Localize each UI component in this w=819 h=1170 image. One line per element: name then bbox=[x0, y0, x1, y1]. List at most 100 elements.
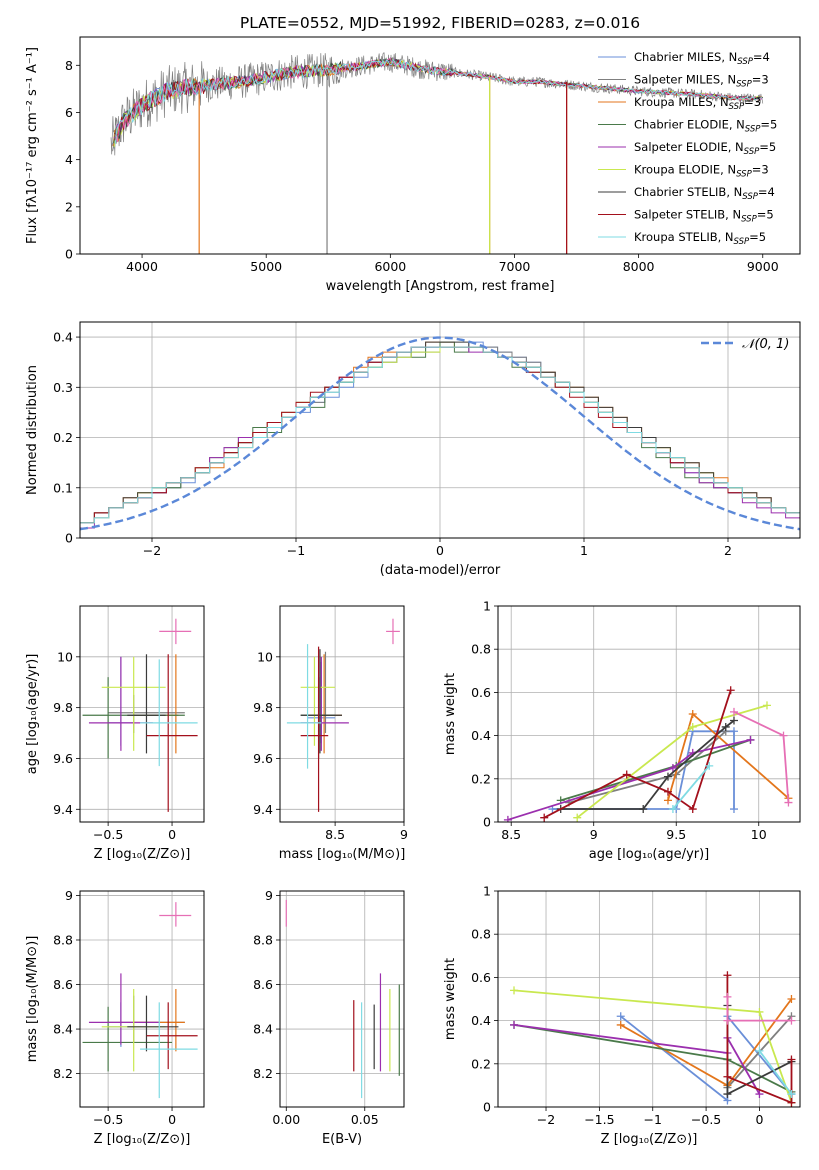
plot-area-weight_vs_age bbox=[503, 686, 793, 822]
legend-entry: Salpeter ELODIE, NSSP=5 bbox=[634, 140, 776, 157]
legend-entry-text: Chabrier ELODIE, N bbox=[634, 118, 745, 132]
panel-spectrum: 4000 5000 6000 7000 8000 9000 0 2 4 6 8 wavelength … bbox=[25, 36, 801, 294]
legend-entry-text: Chabrier STELIB, N bbox=[634, 185, 742, 199]
legend-entry-suffix: =5 bbox=[749, 230, 766, 244]
x-axis-label: mass [log₁₀(M/M⊙)] bbox=[279, 847, 406, 862]
weight-marker bbox=[726, 686, 735, 695]
legend-entry-text: Chabrier MILES, N bbox=[634, 50, 737, 64]
legend-entry-text: Salpeter STELIB, N bbox=[634, 208, 741, 222]
plot-area-mass_vs_Z bbox=[82, 902, 198, 1099]
plot-area-spectrum bbox=[110, 52, 764, 254]
y-tick-label: 0.6 bbox=[471, 970, 491, 985]
x-tick-label: 4000 bbox=[126, 259, 158, 274]
legend-entry-suffix: =5 bbox=[757, 208, 774, 222]
weight-marker bbox=[787, 1090, 796, 1099]
weight-marker bbox=[729, 707, 738, 716]
y-axis-label: age [log₁₀(age/yr)] bbox=[25, 654, 40, 775]
model-line-pink bbox=[115, 57, 763, 143]
x-tick-label: 10 bbox=[751, 827, 767, 842]
weight-marker bbox=[663, 787, 672, 796]
x-tick-label: −0.5 bbox=[93, 1112, 123, 1127]
y-axis-label: Normed distribution bbox=[25, 365, 40, 495]
y-tick-label: 0 bbox=[65, 531, 73, 546]
y-tick-label: 0.2 bbox=[471, 771, 491, 786]
x-axis-label: Z [log₁₀(Z/Z⊙)] bbox=[94, 1132, 191, 1147]
plot-area-age_vs_mass bbox=[286, 618, 400, 812]
weight-marker bbox=[787, 1016, 796, 1025]
x-tick-label: 9.5 bbox=[666, 827, 686, 842]
plots-layer: 4000 5000 6000 7000 8000 900002468wavelength … bbox=[25, 36, 801, 1147]
weight-marker bbox=[787, 1055, 796, 1064]
y-axis-label: Flux [fλ10⁻¹⁷ erg cm⁻² s⁻¹ A⁻¹] bbox=[25, 47, 40, 244]
legend-entry-subscript: SSP bbox=[736, 80, 752, 90]
axes-frame bbox=[79, 36, 801, 255]
x-tick-label: 5000 bbox=[250, 259, 282, 274]
legend-entry: Chabrier STELIB, NSSP=4 bbox=[634, 185, 775, 202]
x-tick-label: −1 bbox=[644, 1112, 662, 1127]
legend-entry: Salpeter STELIB, NSSP=5 bbox=[634, 208, 774, 225]
weight-marker bbox=[668, 764, 677, 772]
panel-age_vs_Z: −0.5 0 9.4 9.6 9.8 10 Z [log₁₀(Z/Z⊙)] age [log₁… bbox=[25, 605, 205, 862]
legend-entry-subscript: SSP bbox=[734, 237, 750, 247]
weight-marker bbox=[688, 805, 697, 814]
y-tick-label: 8.2 bbox=[53, 1066, 73, 1081]
panel-age_vs_mass: 8.5 9 9.4 9.6 9.8 10 mass [log₁₀(M/M⊙)] bbox=[253, 605, 408, 862]
y-tick-label: 9.4 bbox=[53, 802, 73, 817]
legend-entry-suffix: =5 bbox=[760, 118, 777, 132]
y-tick-label: 9.4 bbox=[253, 802, 273, 817]
weight-marker bbox=[787, 1098, 796, 1107]
y-tick-label: 6 bbox=[65, 105, 73, 120]
legend-entry: 𝒩(0, 1) bbox=[742, 337, 789, 352]
weight-marker bbox=[755, 1090, 764, 1099]
weight-marker bbox=[723, 992, 732, 1001]
legend-entry: Salpeter MILES, NSSP=3 bbox=[634, 73, 769, 90]
y-tick-label: 10 bbox=[257, 649, 273, 664]
weight-marker bbox=[729, 805, 738, 814]
y-tick-label: 10 bbox=[57, 649, 73, 664]
x-tick-label: 6000 bbox=[374, 259, 406, 274]
weight-line-kroupa-stelib bbox=[758, 1050, 793, 1095]
y-tick-label: 8 bbox=[65, 58, 73, 73]
weight-marker bbox=[510, 986, 519, 995]
x-tick-label: −1.5 bbox=[584, 1112, 614, 1127]
weight-marker bbox=[755, 1007, 764, 1016]
y-tick-label: 8.4 bbox=[53, 1022, 73, 1037]
x-tick-label: 7000 bbox=[499, 259, 531, 274]
y-tick-label: 0.1 bbox=[53, 480, 73, 495]
x-tick-label: −0.5 bbox=[691, 1112, 721, 1127]
weight-marker bbox=[616, 1020, 625, 1029]
legend-entry-suffix: =5 bbox=[759, 140, 776, 154]
observed-spectrum-line bbox=[110, 52, 764, 156]
legend-entry-subscript: SSP bbox=[745, 125, 761, 135]
y-tick-label: 8.2 bbox=[253, 1066, 273, 1081]
x-axis-label: age [log₁₀(age/yr)] bbox=[589, 847, 710, 862]
y-tick-label: 0.8 bbox=[471, 642, 491, 657]
legend-entry-suffix: =3 bbox=[752, 163, 769, 177]
weight-marker bbox=[746, 735, 755, 744]
axes-frame bbox=[497, 605, 801, 823]
x-tick-label: 9000 bbox=[747, 259, 779, 274]
y-tick-label: 8.6 bbox=[53, 977, 73, 992]
legend-entry-suffix: =3 bbox=[744, 95, 761, 109]
weight-marker bbox=[663, 772, 672, 781]
weight-marker bbox=[721, 722, 730, 731]
legend-entry-subscript: SSP bbox=[742, 192, 758, 202]
y-axis-label: mass weight bbox=[443, 958, 458, 1040]
panel-weight_vs_Z: −2 −1.5 −1 −0.5 0 0 0.2 0.4 0.6 0.8 1 Z [log₁₀(Z/Z⊙… bbox=[443, 884, 801, 1147]
legend-entry-suffix: =3 bbox=[752, 73, 769, 87]
weight-marker bbox=[729, 716, 738, 725]
plot-area-mass_vs_EBV bbox=[285, 899, 400, 1099]
y-tick-label: 4 bbox=[65, 152, 73, 167]
x-tick-label: 8.5 bbox=[501, 827, 521, 842]
y-axis-label: mass weight bbox=[443, 673, 458, 755]
x-tick-label: 0.00 bbox=[272, 1112, 300, 1127]
weight-marker bbox=[639, 805, 648, 814]
x-tick-label: 1 bbox=[580, 543, 588, 558]
legend-entry-subscript: SSP bbox=[741, 215, 757, 225]
weight-line-kroupa-elodie bbox=[576, 704, 768, 819]
model-line-kroupa-stelib bbox=[114, 58, 763, 144]
x-tick-label: 9 bbox=[590, 827, 598, 842]
y-tick-label: 8.8 bbox=[53, 932, 73, 947]
weight-marker bbox=[510, 1020, 519, 1029]
